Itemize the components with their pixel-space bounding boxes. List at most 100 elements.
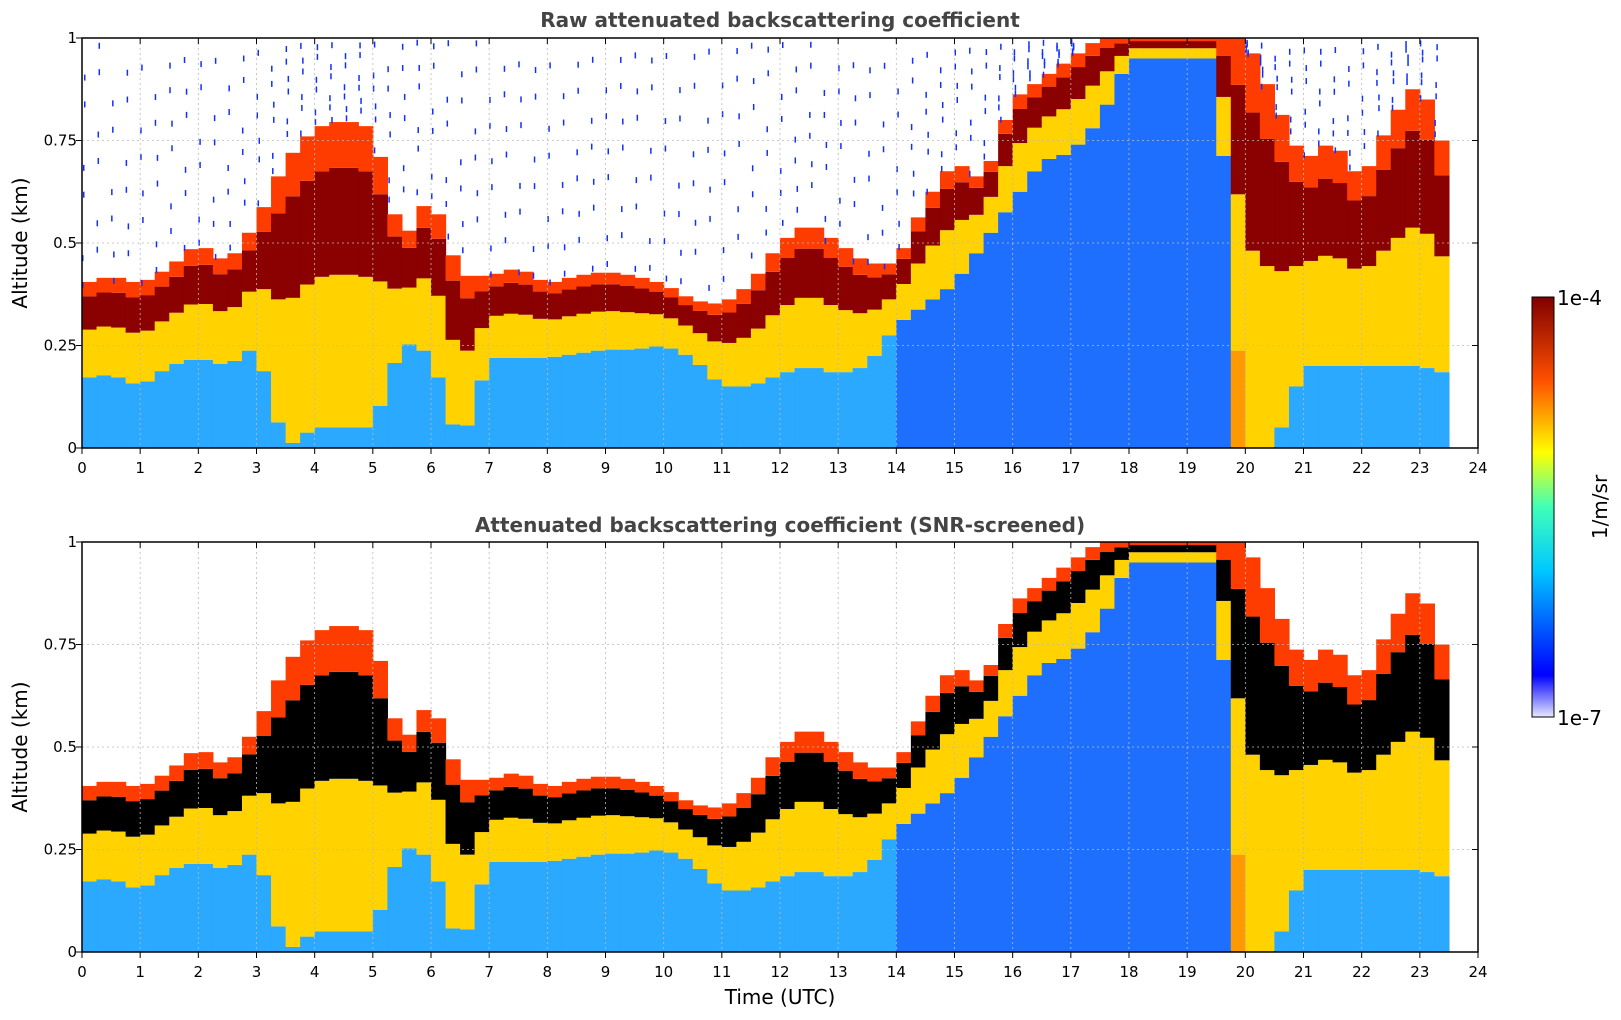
heatmap-cell — [329, 122, 345, 168]
heatmap-cell — [794, 752, 810, 802]
heatmap-cell — [925, 749, 941, 804]
heatmap-cell — [142, 190, 144, 197]
heatmap-cell — [519, 182, 521, 189]
heatmap-cell — [111, 377, 127, 448]
heatmap-cell — [809, 731, 825, 753]
heatmap-cell — [532, 861, 548, 952]
heatmap-cell — [1070, 557, 1086, 572]
heatmap-cell — [1419, 233, 1435, 369]
heatmap-cell — [692, 333, 708, 365]
heatmap-cell — [1419, 368, 1435, 448]
heatmap-cell — [780, 762, 796, 810]
heatmap-cell — [1391, 104, 1394, 111]
x-tick-label: 23 — [1410, 459, 1429, 477]
heatmap-cell — [1303, 260, 1319, 366]
heatmap-cell — [1187, 545, 1203, 553]
heatmap-cell — [910, 721, 927, 736]
heatmap-cell — [620, 778, 636, 790]
heatmap-cell — [1407, 60, 1409, 67]
heatmap-cell — [840, 119, 842, 126]
heatmap-cell — [1085, 128, 1101, 448]
heatmap-cell — [1318, 649, 1334, 683]
heatmap-cell — [142, 217, 144, 224]
heatmap-cell — [1114, 55, 1130, 74]
heatmap-cell — [1288, 685, 1305, 771]
heatmap-cell — [140, 885, 156, 952]
heatmap-cell — [331, 42, 333, 49]
heatmap-cell — [169, 276, 185, 313]
heatmap-cell — [620, 853, 636, 952]
heatmap-cell — [300, 684, 316, 789]
heatmap-cell — [1362, 62, 1365, 69]
heatmap-cell — [956, 96, 958, 103]
heatmap-cell — [794, 368, 810, 448]
heatmap-cell — [1201, 48, 1217, 59]
heatmap-cell — [707, 379, 723, 448]
heatmap-cell — [1187, 552, 1203, 563]
heatmap-cell — [358, 84, 360, 91]
heatmap-cell — [1027, 631, 1043, 676]
heatmap-cell — [212, 762, 229, 779]
heatmap-cell — [576, 778, 592, 791]
heatmap-cell — [372, 405, 388, 448]
heatmap-cell — [271, 65, 273, 72]
heatmap-cell — [212, 867, 229, 952]
heatmap-cell — [315, 86, 318, 93]
heatmap-cell — [1419, 603, 1435, 644]
heatmap-cell — [983, 232, 999, 448]
heatmap-cell — [82, 785, 98, 801]
heatmap-cell — [241, 250, 258, 292]
heatmap-cell — [663, 318, 679, 349]
y-tick-label: 0.75 — [44, 132, 77, 150]
heatmap-cell — [212, 196, 215, 203]
heatmap-cell — [358, 630, 374, 676]
heatmap-cell — [852, 872, 868, 952]
heatmap-cell — [373, 41, 376, 48]
heatmap-cell — [198, 359, 214, 448]
heatmap-cell — [416, 350, 432, 448]
heatmap-cell — [1099, 38, 1116, 48]
heatmap-cell — [649, 850, 665, 952]
heatmap-cell — [663, 288, 679, 298]
heatmap-cell — [767, 70, 769, 77]
heatmap-cell — [548, 125, 550, 132]
heatmap-cell — [1201, 58, 1217, 448]
heatmap-cell — [707, 303, 723, 315]
heatmap-cell — [358, 931, 374, 952]
heatmap-cell — [649, 314, 665, 347]
heatmap-cell — [154, 119, 157, 126]
heatmap-cell — [985, 62, 988, 69]
heatmap-cell — [983, 153, 986, 160]
heatmap-cell — [315, 76, 318, 83]
heatmap-cell — [925, 711, 941, 750]
heatmap-cell — [941, 116, 944, 123]
heatmap-cell — [1012, 598, 1028, 613]
heatmap-cell — [171, 120, 173, 127]
panel-screened: Attenuated backscattering coefficient (S… — [8, 513, 1488, 1009]
heatmap-cell — [82, 800, 98, 834]
heatmap-cell — [1318, 682, 1334, 760]
heatmap-cell — [939, 734, 956, 794]
heatmap-cell — [898, 243, 900, 250]
heatmap-cell — [212, 815, 229, 868]
heatmap-cell — [140, 154, 142, 161]
heatmap-cell — [605, 853, 621, 952]
heatmap-cell — [622, 144, 624, 151]
heatmap-cell — [925, 91, 927, 98]
heatmap-cell — [867, 234, 869, 241]
heatmap-cell — [736, 807, 752, 842]
heatmap-cell — [663, 792, 679, 802]
heatmap-cell — [1129, 38, 1145, 42]
heatmap-cell — [852, 274, 868, 314]
heatmap-cell — [183, 863, 199, 952]
heatmap-cell — [794, 731, 810, 753]
heatmap-cell — [329, 427, 345, 448]
heatmap-cell — [96, 326, 112, 376]
heatmap-cell — [125, 887, 141, 952]
heatmap-cell — [1158, 545, 1174, 553]
heatmap-cell — [1245, 53, 1261, 113]
heatmap-cell — [1230, 350, 1246, 448]
heatmap-cell — [910, 124, 913, 131]
heatmap-cell — [285, 297, 301, 443]
heatmap-cell — [1041, 73, 1057, 87]
